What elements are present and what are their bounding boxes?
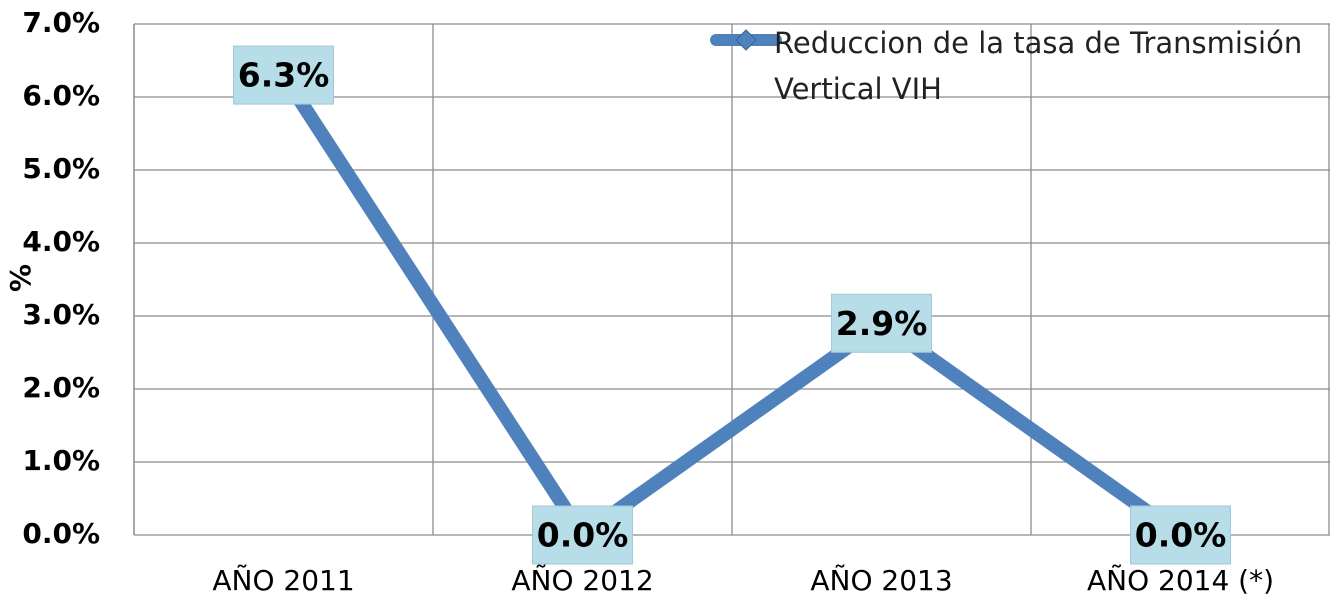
y-tick-label: 7.0% xyxy=(22,6,100,39)
x-tick-label: AÑO 2011 xyxy=(212,564,354,597)
series-line xyxy=(277,71,1185,542)
x-tick-label: AÑO 2012 xyxy=(511,564,653,597)
data-label: 0.0% xyxy=(1135,516,1227,555)
data-label-box xyxy=(831,293,932,353)
data-label: 6.3% xyxy=(238,56,330,95)
data-label: 0.0% xyxy=(537,516,629,555)
legend-label: Reduccion de la tasa de Transmisión Vert… xyxy=(774,26,1303,106)
y-tick-label: 0.0% xyxy=(22,517,100,550)
y-tick-label: 3.0% xyxy=(22,298,100,331)
x-tick-label: AÑO 2014 (*) xyxy=(1087,564,1274,597)
data-label-box xyxy=(233,45,334,105)
x-tick-label: AÑO 2013 xyxy=(810,564,952,597)
data-label-box xyxy=(1130,505,1231,565)
y-tick-label: 5.0% xyxy=(22,152,100,185)
data-label: 2.9% xyxy=(836,304,928,343)
y-axis-label: % xyxy=(4,264,37,292)
y-tick-label: 1.0% xyxy=(22,444,100,477)
data-label-box xyxy=(532,505,633,565)
y-tick-label: 4.0% xyxy=(22,225,100,258)
y-tick-label: 2.0% xyxy=(22,371,100,404)
y-tick-label: 6.0% xyxy=(22,79,100,112)
legend-marker xyxy=(735,29,757,51)
